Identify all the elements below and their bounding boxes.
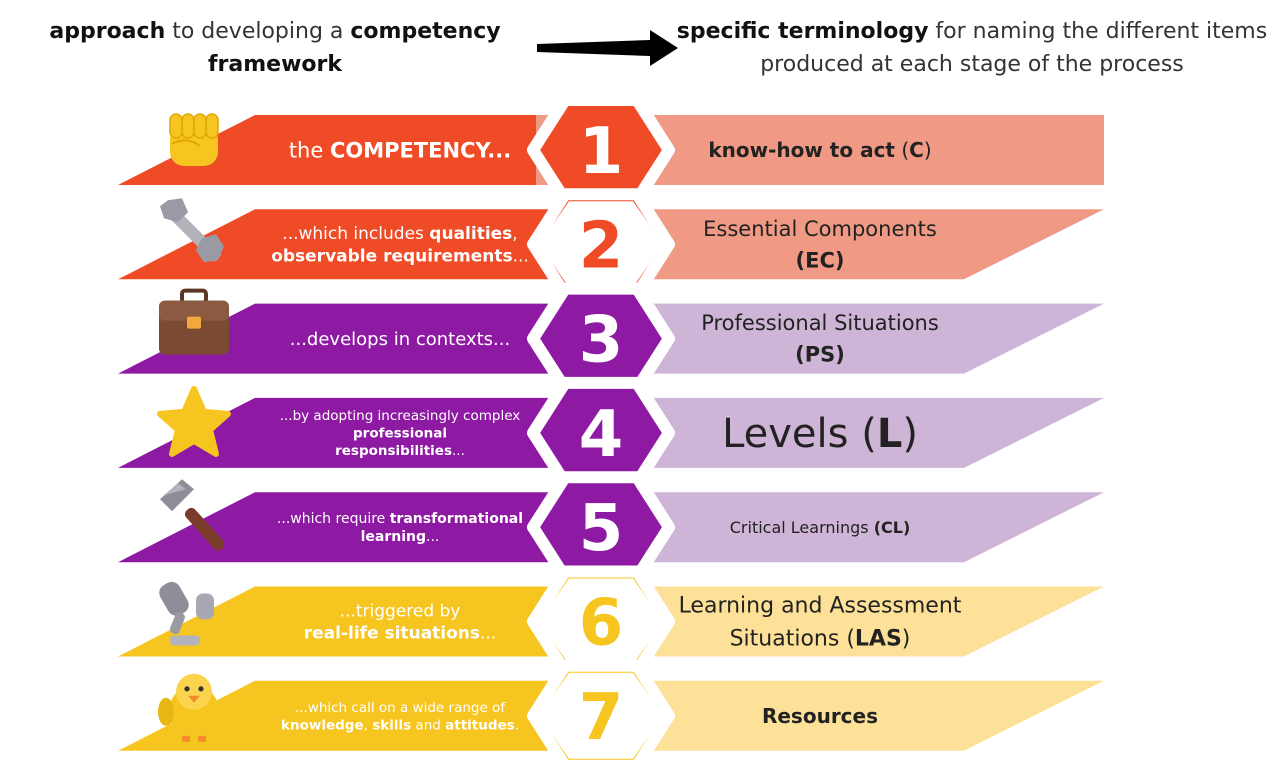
stage-description-line: knowledge, skills and attitudes. (281, 717, 519, 733)
stage-number: 4 (579, 398, 624, 472)
stage-term-line: Essential Components (703, 217, 937, 241)
stage-number-hexagon-inner (539, 201, 663, 288)
header-approach: approach to developing a competency fram… (40, 15, 510, 81)
stage-description-line: ...triggered by (340, 601, 461, 621)
stage-description-line: the COMPETENCY... (289, 138, 511, 162)
stage-term-line: (PS) (795, 343, 845, 367)
stage-term-line: know-how to act (C) (708, 138, 931, 162)
stage-description-line: ...develops in contexts... (290, 329, 510, 350)
stage-number: 2 (579, 209, 624, 283)
stage-left-band (118, 397, 600, 468)
header-arrow (537, 30, 678, 66)
stage-right-band (600, 680, 1104, 751)
stage-number: 5 (579, 492, 624, 566)
baby-chick-icon (158, 673, 219, 742)
header-right-line-2: produced at each stage of the process (760, 52, 1184, 77)
stage-right-band (600, 586, 1104, 657)
hammer-icon (160, 479, 225, 551)
stage-row-4: 4 ...by adopting increasingly complex prof… (118, 376, 1104, 489)
header-left-bold-1: approach (49, 19, 166, 44)
stage-description-line: observable requirements... (271, 246, 529, 266)
stage-term-line: (EC) (796, 248, 845, 272)
stage-row-3: 3 ...develops in contexts... Professional … (118, 282, 1104, 395)
stage-row-2: 2 ...which includes qualities,observable … (118, 188, 1104, 301)
stage-description-line: ...which require transformational (277, 511, 523, 527)
briefcase-icon (159, 288, 229, 355)
mechanical-leg-icon (159, 581, 214, 646)
stage-number: 1 (579, 115, 624, 189)
stage-number: 7 (579, 681, 624, 755)
header-right-bold-1: specific terminology (676, 19, 929, 44)
stage-term-line: Critical Learnings (CL) (730, 518, 911, 537)
stage-row-1: 1 the COMPETENCY... know-how to act (C) (118, 94, 1104, 206)
header-left-line-2: framework (207, 52, 343, 77)
stage-description-line: real-life situations... (304, 624, 497, 644)
stage-number-hexagon-inner (539, 672, 663, 759)
stage-term-line: Levels (L) (722, 411, 918, 457)
stage-right-band (600, 492, 1104, 563)
stage-description-line: ...which includes qualities, (282, 224, 517, 244)
header-right-text-1: for naming the different items (928, 19, 1268, 44)
stage-right-band (536, 115, 1104, 185)
stage-left-band (118, 115, 600, 185)
stage-number-hexagon-inner (539, 578, 663, 665)
stage-description-line: learning... (361, 529, 440, 545)
stage-term-line: Professional Situations (701, 311, 939, 335)
raised-fist-icon (169, 113, 219, 166)
header-left-text-1: to developing a (165, 19, 351, 44)
stage-number: 3 (579, 304, 624, 378)
stage-row-6: 6 ...triggered by real-life situations... L… (118, 565, 1104, 678)
stage-description-line: ...by adopting increasingly complex (280, 408, 521, 424)
header-left-bold-2: competency (350, 19, 501, 44)
stage-left-band (118, 492, 600, 563)
stage-description-line: responsibilities... (335, 443, 465, 459)
star-icon (157, 385, 231, 457)
stage-description-line: professional (353, 426, 447, 442)
stage-description-line: ...which call on a wide range of (295, 700, 506, 716)
stage-left-band (118, 209, 600, 280)
stage-left-band (118, 680, 600, 751)
stage-term-line: Situations (LAS) (730, 627, 911, 652)
stage-right-band (600, 209, 1104, 280)
stage-left-band (118, 586, 600, 657)
nut-and-bolt-icon (160, 198, 224, 263)
header-terminology: specific terminology for naming the diff… (672, 15, 1272, 81)
stage-number: 6 (579, 587, 624, 661)
stage-term-line: Learning and Assessment (679, 594, 962, 619)
stage-row-5: 5 ...which require transformational learni… (118, 471, 1104, 584)
stage-row-7: 7 ...which call on a wide range ofknowled… (118, 659, 1104, 772)
stage-right-band (600, 303, 1104, 374)
stage-left-band (118, 303, 600, 374)
stage-term-line: Resources (762, 704, 878, 728)
stage-right-band (600, 397, 1104, 468)
